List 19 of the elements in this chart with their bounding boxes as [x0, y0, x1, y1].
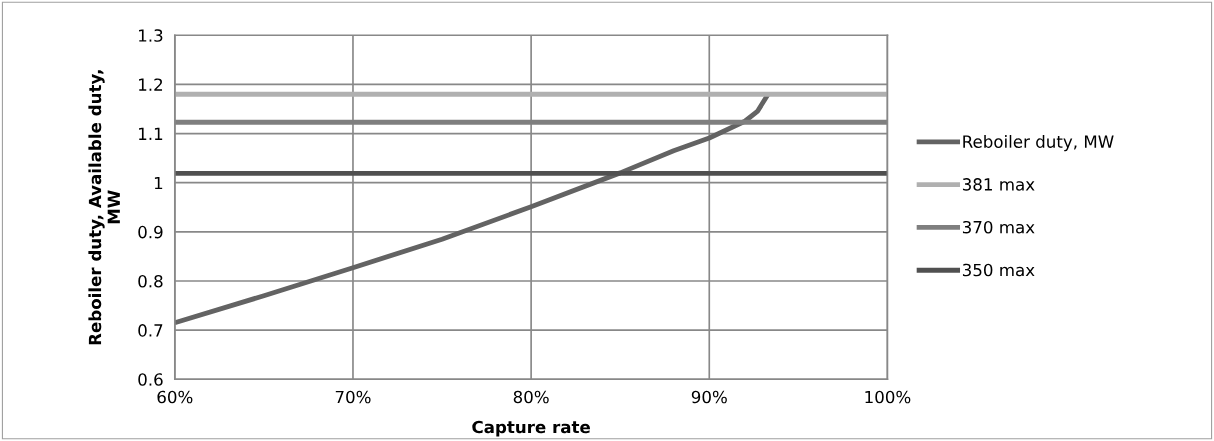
x-tick-label: 60% — [157, 390, 193, 404]
legend-label: 381 max — [962, 178, 1035, 191]
y-tick-label: 1.2 — [139, 78, 163, 91]
x-axis-title: Capture rate — [472, 420, 590, 437]
x-tick-label: 80% — [513, 390, 549, 404]
x-tick-label: 100% — [865, 390, 911, 404]
legend-label: 370 max — [962, 220, 1035, 234]
x-tick-label: 90% — [691, 390, 727, 404]
y-tick-label: 1.1 — [139, 127, 163, 140]
y-tick-label: 0.7 — [138, 324, 163, 337]
legend-label: 350 max — [962, 263, 1035, 277]
legend-label: Reboiler duty, MW — [963, 135, 1114, 152]
x-tick-label: 70% — [335, 390, 371, 404]
y-tick-label: 0.6 — [138, 373, 163, 386]
y-tick-label: 0.9 — [138, 225, 163, 239]
y-tick-label: 1 — [154, 176, 163, 190]
y-axis-title: Reboiler duty, Available duty, MW — [88, 70, 120, 345]
y-tick-label: 0.8 — [138, 274, 163, 288]
y-tick-label: 1.3 — [139, 29, 163, 42]
